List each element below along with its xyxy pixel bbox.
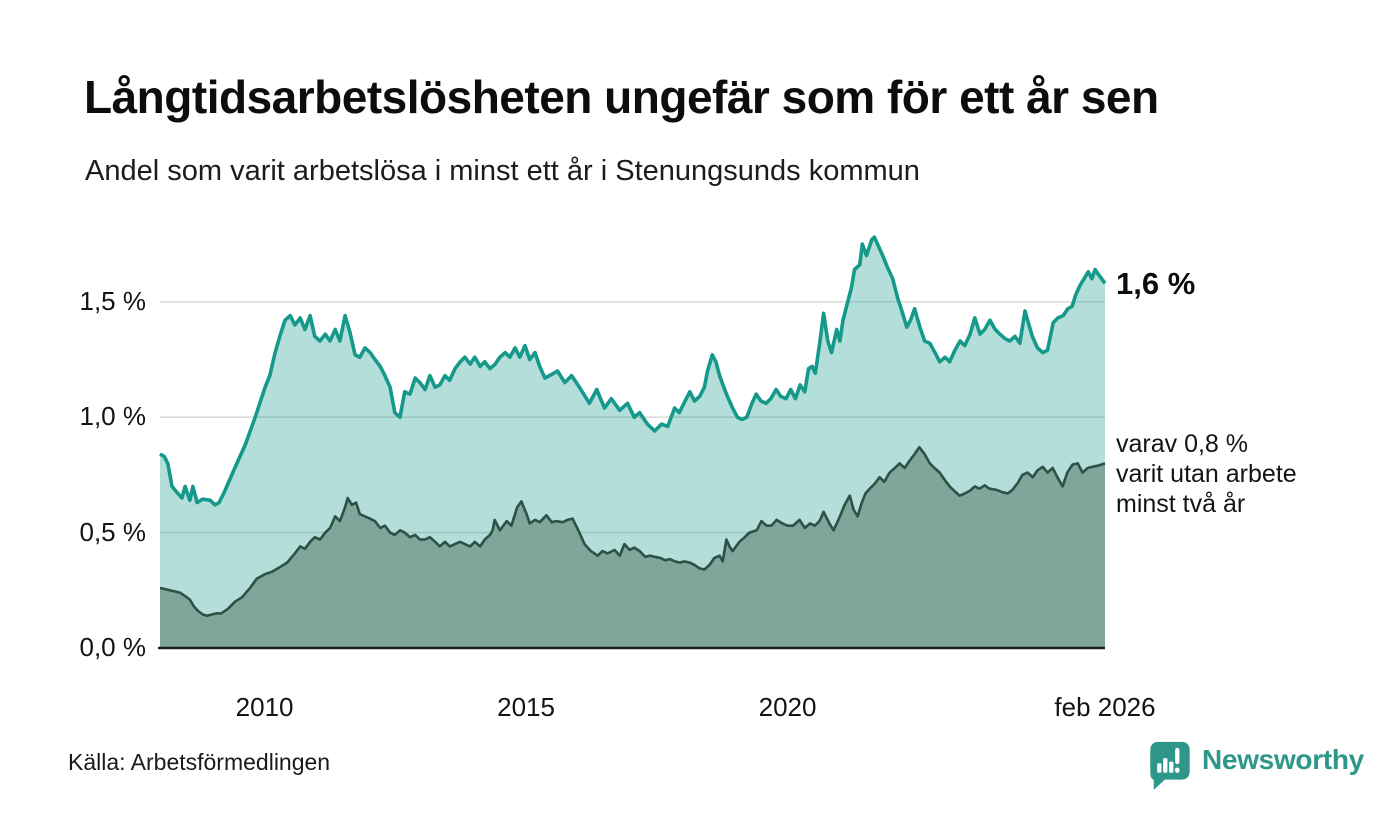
x-tick-label: feb 2026 (1054, 692, 1156, 722)
chart-bubble-icon (1146, 737, 1194, 798)
x-tick-label: 2010 (235, 692, 294, 722)
source-credit: Källa: Arbetsförmedlingen (68, 749, 331, 775)
primary-series-end-label: 1,6 % (1116, 266, 1196, 302)
secondary-series-area (160, 447, 1105, 648)
y-tick-label: 1,0 % (79, 401, 147, 432)
y-tick-label: 1,5 % (79, 285, 147, 316)
chart-subtitle: Andel som varit arbetslösa i minst ett å… (85, 155, 920, 187)
x-tick-label: 2015 (497, 692, 555, 722)
newsworthy-logo[interactable]: Newsworthy (1146, 737, 1364, 793)
x-tick-label: 2020 (758, 692, 817, 722)
primary-series-line (159, 235, 1107, 507)
newsworthy-wordmark: Newsworthy (1202, 744, 1364, 775)
page-title: Långtidsarbetslösheten ungefär som för e… (84, 71, 1159, 123)
y-tick-label: 0,0 % (79, 632, 147, 662)
secondary-series-label: varav 0,8 % varit utan arbete minst två … (1116, 430, 1297, 519)
secondary-series-line (159, 445, 1106, 617)
y-tick-label: 0,5 % (79, 516, 147, 547)
